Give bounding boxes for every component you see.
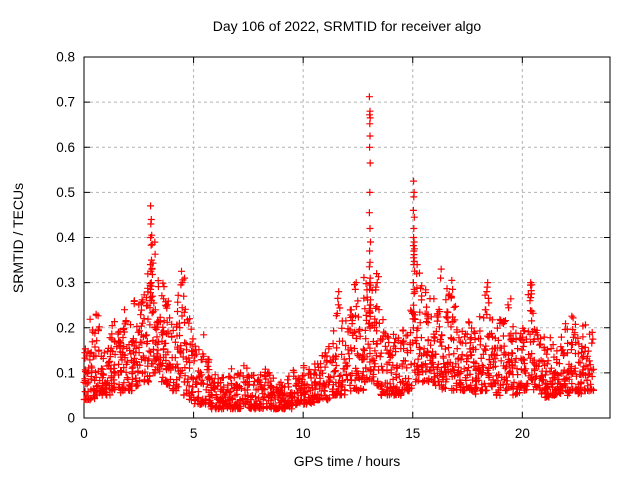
x-axis-label: GPS time / hours <box>293 453 401 469</box>
x-tick-label: 20 <box>515 426 530 441</box>
y-tick-label: 0 <box>67 411 75 426</box>
x-tick-label: 10 <box>296 426 311 441</box>
plot-frame <box>83 56 611 419</box>
y-tick-label: 0.8 <box>56 50 75 65</box>
x-tick-label: 0 <box>80 426 88 441</box>
y-tick-label: 0.3 <box>56 275 75 290</box>
scatter-data-points <box>80 93 597 413</box>
y-axis-label: SRMTID / TECUs <box>10 182 26 294</box>
y-tick-label: 0.7 <box>56 95 75 110</box>
chart-title: Day 106 of 2022, SRMTID for receiver alg… <box>212 18 482 34</box>
y-tick-label: 0.4 <box>56 230 75 245</box>
y-tick-label: 0.2 <box>56 320 75 335</box>
y-tick-label: 0.5 <box>56 185 75 200</box>
x-tick-label: 5 <box>190 426 198 441</box>
x-tick-label: 15 <box>405 426 420 441</box>
y-tick-label: 0.1 <box>56 365 75 380</box>
y-tick-label: 0.6 <box>56 140 75 155</box>
